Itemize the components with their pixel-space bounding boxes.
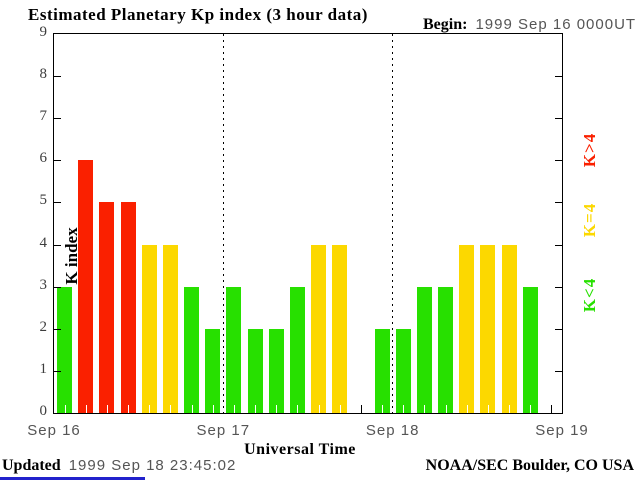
kp-bar: [522, 286, 538, 413]
x-axis-tick: [424, 405, 426, 413]
y-axis-tick: [54, 370, 61, 372]
begin-value: 1999 Sep 16 0000UT: [475, 16, 637, 33]
legend-item: K>4: [580, 132, 599, 168]
y-axis-tick: [555, 160, 562, 162]
kp-bar: [416, 286, 432, 413]
link-underline: [0, 477, 145, 480]
y-axis-tick: [555, 118, 562, 120]
x-axis-tick: [170, 405, 172, 413]
x-axis-tick: [509, 405, 511, 413]
x-tick-label: Sep 16: [27, 422, 81, 439]
x-axis-title: Universal Time: [244, 441, 356, 458]
kp-bar: [374, 328, 390, 413]
x-axis-tick: [551, 405, 553, 413]
begin-info: Begin: 1999 Sep 16 0000UT: [423, 16, 636, 34]
kp-bar: [247, 328, 263, 413]
x-tick-label: Sep 18: [365, 422, 420, 439]
y-axis-tick: [555, 328, 562, 330]
plot-area: K index: [53, 33, 563, 414]
updated-label: Updated: [2, 457, 61, 474]
x-axis-tick: [403, 405, 405, 413]
y-axis-tick: [555, 244, 562, 246]
y-axis-tick: [555, 286, 562, 288]
x-axis-tick: [106, 405, 108, 413]
x-axis-tick: [276, 405, 278, 413]
legend-item: K<4: [580, 277, 599, 313]
kp-bar: [311, 244, 327, 413]
x-axis-tick: [318, 405, 320, 413]
y-tick-label: 4: [39, 234, 48, 251]
kp-bar: [78, 160, 94, 413]
x-axis-tick: [149, 405, 151, 413]
y-tick-label: 1: [39, 360, 48, 377]
y-axis-tick: [54, 118, 61, 120]
y-tick-label: 5: [39, 192, 48, 209]
y-tick-label: 8: [39, 66, 48, 83]
chart-title: Estimated Planetary Kp index (3 hour dat…: [28, 5, 368, 24]
x-axis-tick: [487, 405, 489, 413]
x-axis-tick: [233, 405, 235, 413]
day-boundary-gridline: [222, 34, 224, 413]
x-axis-tick: [297, 405, 299, 413]
x-axis-tick: [360, 405, 362, 413]
kp-bar: [205, 328, 221, 413]
y-axis-tick: [555, 202, 562, 204]
kp-bar: [120, 202, 136, 413]
y-tick-label: 2: [39, 318, 48, 335]
x-axis-tick: [339, 405, 341, 413]
begin-label: Begin:: [423, 16, 468, 33]
kp-bar: [459, 244, 475, 413]
x-axis-tick: [466, 405, 468, 413]
y-axis-tick: [54, 76, 61, 78]
kp-bar: [438, 286, 454, 413]
x-axis-tick: [255, 405, 257, 413]
y-axis-tick: [54, 328, 61, 330]
kp-bar: [268, 328, 284, 413]
kp-bar: [289, 286, 305, 413]
kp-bar: [395, 328, 411, 413]
credit-text: NOAA/SEC Boulder, CO USA: [425, 457, 634, 474]
kp-bar: [162, 244, 178, 413]
y-tick-label: 9: [39, 24, 48, 40]
day-boundary-gridline: [392, 34, 394, 413]
x-axis-tick: [85, 405, 87, 413]
kp-bar: [332, 244, 348, 413]
y-tick-label: 6: [39, 150, 48, 167]
kp-bar: [184, 286, 200, 413]
y-tick-label: 7: [39, 108, 48, 125]
updated-info: Updated 1999 Sep 18 23:45:02: [2, 457, 236, 475]
x-axis-tick: [64, 405, 66, 413]
y-axis-tick: [54, 202, 61, 204]
y-axis-tick: [555, 76, 562, 78]
kp-bar: [99, 202, 115, 413]
updated-value: 1999 Sep 18 23:45:02: [68, 457, 237, 474]
kp-bar: [141, 244, 157, 413]
y-tick-label: 3: [39, 276, 48, 293]
kp-bar: [57, 286, 73, 413]
x-axis-tick: [530, 405, 532, 413]
x-axis-tick: [212, 405, 214, 413]
plot-inner: [54, 34, 562, 413]
y-axis-tick: [54, 160, 61, 162]
x-axis-tick: [445, 405, 447, 413]
x-tick-label: Sep 19: [535, 422, 589, 439]
x-axis-tick: [191, 405, 193, 413]
x-axis-tick: [128, 405, 130, 413]
y-axis-tick: [54, 286, 61, 288]
x-tick-label: Sep 17: [196, 422, 251, 439]
kp-bar: [501, 244, 517, 413]
kp-bar: [226, 286, 242, 413]
x-axis-tick: [382, 405, 384, 413]
kp-bar: [480, 244, 496, 413]
y-tick-label: 0: [39, 403, 48, 419]
y-axis-tick: [54, 244, 61, 246]
y-axis-tick: [555, 370, 562, 372]
legend-item: K=4: [580, 202, 599, 238]
